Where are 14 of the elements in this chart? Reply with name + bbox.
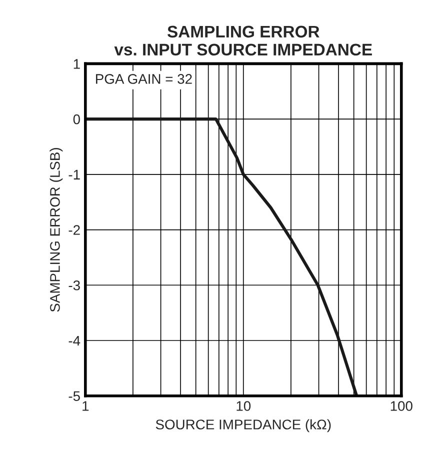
y-tick-label: -5 [68, 391, 80, 402]
annotation: PGA GAIN = 32 [96, 74, 192, 84]
y-axis-title: SAMPLING ERROR (LSB) [50, 148, 63, 312]
y-tick-label: 0 [73, 114, 80, 124]
y-tick-label: -2 [68, 225, 80, 235]
y-tick-label: 1 [74, 59, 80, 69]
x-tick-label: 1 [82, 401, 89, 411]
y-tick-label: -1 [68, 170, 80, 180]
y-tick-label: -4 [68, 336, 80, 346]
chart-title: SAMPLING ERROR vs. INPUT SOURCE IMPEDANCE [114, 26, 372, 56]
x-tick-label: 100 [390, 401, 412, 411]
x-axis-title: SOURCE IMPEDANCE (kΩ) [156, 419, 331, 432]
y-tick-label: -3 [68, 280, 80, 290]
x-tick-label: 10 [236, 401, 251, 411]
